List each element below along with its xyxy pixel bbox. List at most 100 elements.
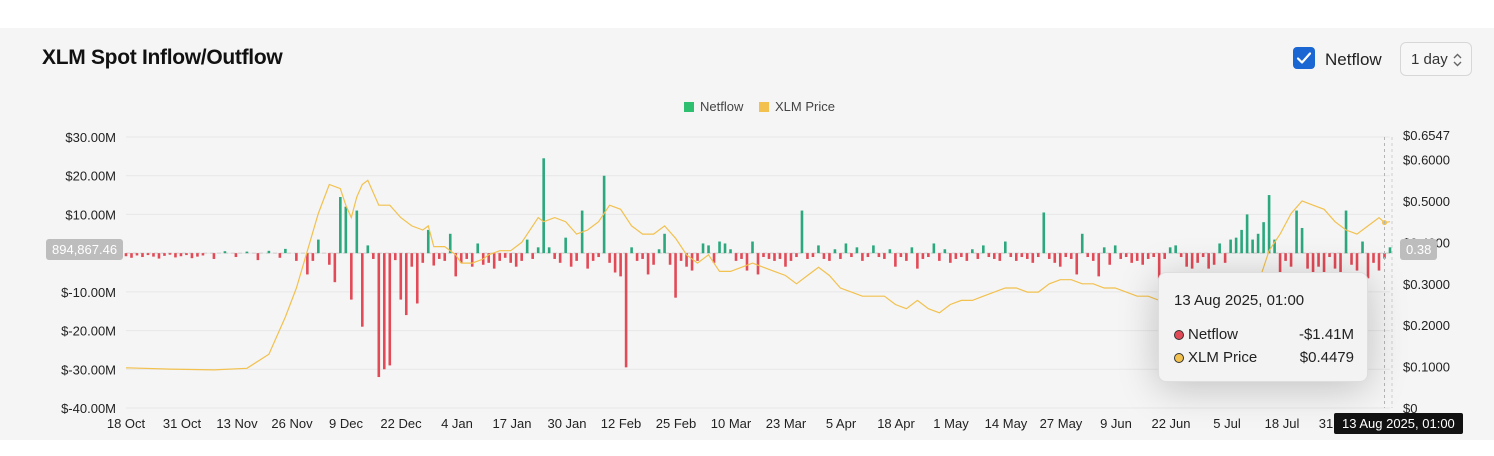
netflow-bar [174,253,177,258]
interval-select[interactable]: 1 day [1400,42,1472,76]
price-legend-swatch [759,101,769,112]
x-tick-label: 17 Jan [492,416,531,431]
netflow-bar [1152,253,1155,258]
netflow-bar [1042,212,1046,254]
netflow-bar [624,253,628,368]
netflow-bar [372,253,375,259]
netflow-bar [1251,239,1254,254]
netflow-bar [547,247,551,254]
netflow-bar [393,253,397,261]
netflow-bar [1278,253,1282,273]
netflow-bar [591,253,595,261]
y-left-tick-label: $-40.00M [61,401,116,416]
x-tick-label: 18 Oct [107,416,146,431]
netflow-bar [762,253,765,258]
netflow-bar [509,253,512,263]
netflow-bar [1311,253,1315,273]
netflow-bar [855,247,859,254]
netflow-bar [1058,253,1062,267]
netflow-bar [333,253,337,283]
netflow-bar [569,253,573,267]
netflow-bar [789,253,793,261]
netflow-bar [1207,253,1210,269]
netflow-bar [163,253,166,256]
netflow-bar [861,253,864,261]
netflow-bar [531,253,534,259]
netflow-bar [377,253,381,378]
x-tick-label: 25 Feb [656,416,696,431]
x-tick-label: 31 Oct [163,416,202,431]
netflow-bar [212,253,216,259]
legend-item-price[interactable]: XLM Price [759,99,835,114]
netflow-bar [306,253,309,275]
netflow-bar [1130,253,1134,263]
chart-tooltip: 13 Aug 2025, 01:00 Netflow -$1.41M XLM P… [1158,272,1368,382]
netflow-bar [635,253,639,261]
netflow-bar [1317,253,1320,267]
x-tick-label: 5 Apr [826,416,857,431]
netflow-bar [630,247,633,254]
netflow-bar [350,253,353,300]
netflow-bar [833,249,837,254]
netflow-bar [168,253,172,255]
netflow-bar [141,253,144,258]
netflow-bar [1097,253,1101,277]
netflow-bar [701,243,705,254]
netflow-bar [993,253,996,259]
netflow-bar [696,253,699,261]
netflow-bar [712,253,716,263]
netflow-bar [525,239,529,254]
netflow-bar [564,237,567,254]
netflow-bar [344,206,348,254]
legend-item-netflow[interactable]: Netflow [684,99,743,114]
netflow-bar [454,253,458,277]
netflow-bar [1300,227,1304,254]
netflow-bar [674,253,677,298]
netflow-bar [767,253,771,259]
netflow-bar [932,243,936,254]
netflow-bar [361,253,364,327]
page-title: XLM Spot Inflow/Outflow [42,46,283,69]
y-right-tick-label: $0.6000 [1403,153,1450,168]
netflow-toggle-label[interactable]: Netflow [1325,50,1382,69]
x-tick-label: 31 [1319,416,1333,431]
netflow-bar [1262,222,1265,254]
netflow-bar [1075,253,1079,275]
tooltip-price-name: XLM Price [1188,349,1258,366]
netflow-bar [866,253,870,258]
tooltip-netflow-value: -$1.41M [1298,326,1354,343]
netflow-bar [1212,253,1216,265]
netflow-bar [998,253,1002,261]
netflow-bar [921,253,925,259]
x-tick-label: 23 Mar [766,416,807,431]
crosshair-right-label: 0.38 [1400,238,1438,260]
netflow-bar [608,253,611,263]
netflow-bar [1372,253,1375,263]
netflow-bar [707,245,710,254]
netflow-bar [1163,253,1166,259]
netflow-bar [465,253,469,259]
netflow-checkbox[interactable] [1293,47,1315,69]
x-tick-label: 9 Dec [329,416,363,431]
netflow-bar [685,253,688,267]
netflow-bar [196,253,199,257]
netflow-bar [553,253,556,259]
netflow-bar [558,253,562,263]
y-right-tick-label: $0.6547 [1403,128,1450,143]
x-tick-label: 9 Jun [1100,416,1132,431]
netflow-bar [1091,253,1095,261]
x-tick-label: 18 Jul [1265,416,1300,431]
netflow-bar [1234,237,1238,254]
netflow-bar [1223,253,1227,263]
netflow-bar [1190,253,1194,269]
netflow-bar [949,253,952,263]
netflow-bar [1004,241,1007,254]
interval-select-value: 1 day [1411,51,1448,68]
netflow-bar [1388,247,1392,254]
netflow-bar [723,243,727,254]
netflow-bar [1108,253,1112,265]
netflow-bar [1350,253,1353,265]
netflow-bar [718,241,721,254]
netflow-bar [520,253,523,261]
